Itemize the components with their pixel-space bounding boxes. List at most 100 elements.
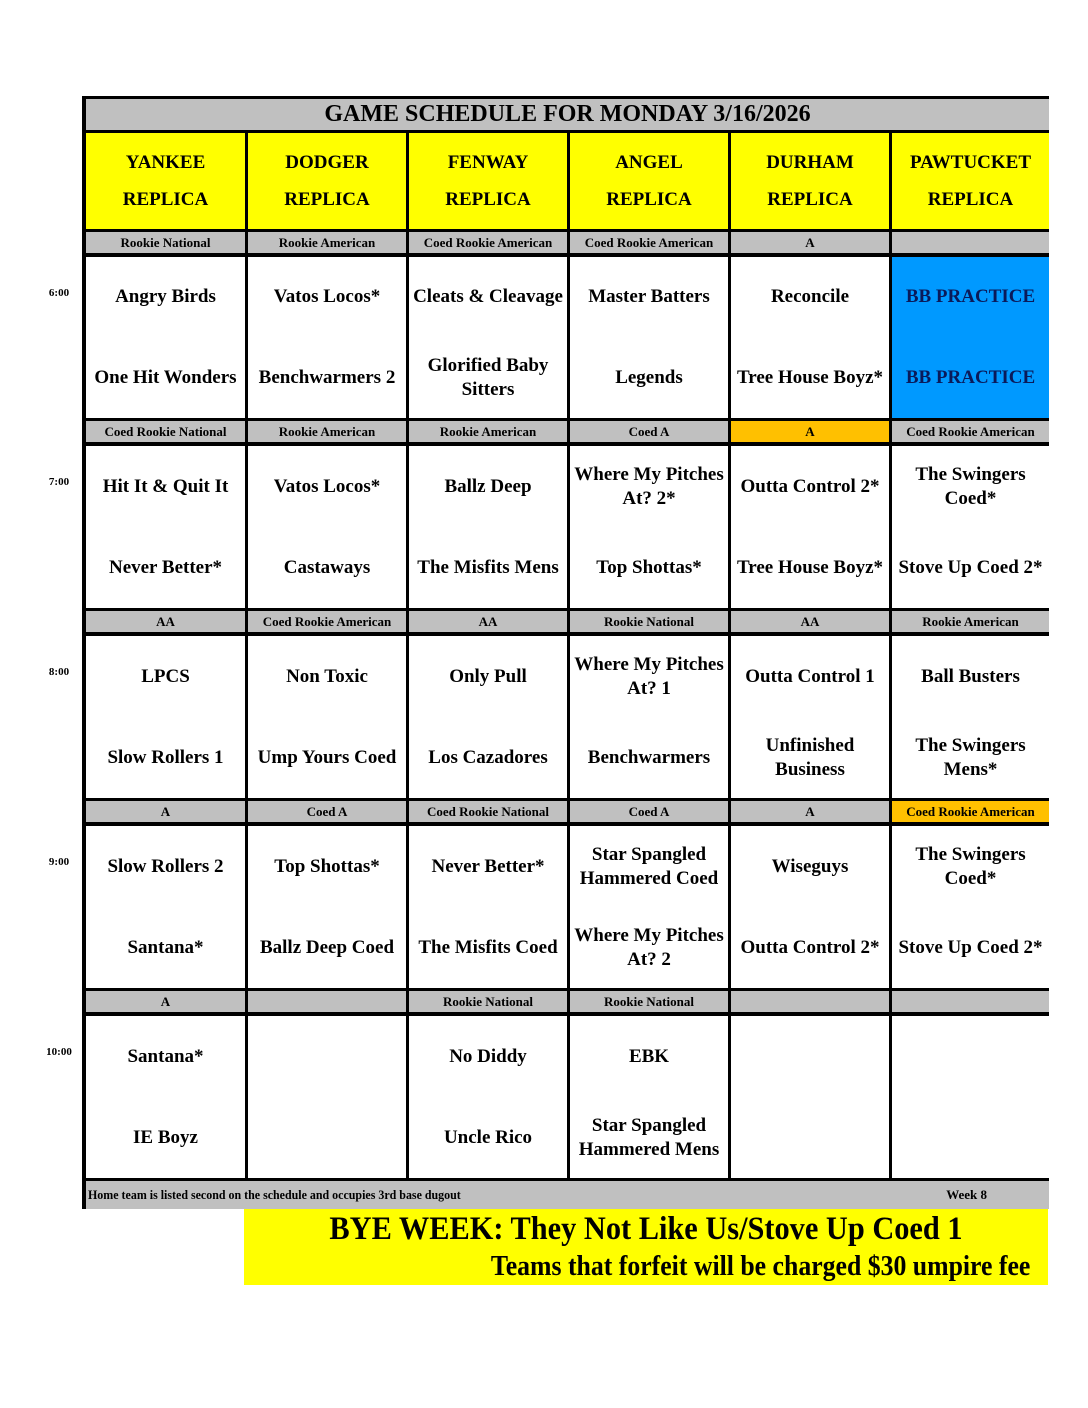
division-label <box>892 232 1049 253</box>
away-team: Master Batters <box>588 286 710 308</box>
page-title: GAME SCHEDULE FOR MONDAY 3/16/2026 <box>86 99 1049 130</box>
division-label: Coed Rookie American <box>570 232 728 253</box>
time-label: 6:00 <box>48 287 70 299</box>
away-team: Ballz Deep <box>444 475 532 497</box>
away-team: Outta Control 2* <box>740 475 880 497</box>
home-team: The Swingers Mens* <box>915 734 1026 780</box>
venue-name-line1: PAWTUCKET <box>909 152 1032 173</box>
away-team: Cleats & Cleavage <box>413 286 563 308</box>
game-cell: Slow Rollers 2 Santana* <box>86 826 245 988</box>
home-team: Tree House Boyz* <box>737 556 883 578</box>
away-team: Reconcile <box>770 286 850 308</box>
away-team: No Diddy <box>449 1045 527 1067</box>
division-label: A <box>731 232 889 253</box>
away-team: The Swingers Coed* <box>915 843 1026 889</box>
game-cell: Star Spangled Hammered Coed Where My Pitc… <box>570 826 728 988</box>
game-cell: EBK Star Spangled Hammered Mens <box>570 1016 728 1178</box>
away-team: Hit It & Quit It <box>102 475 229 497</box>
game-cell: The Swingers Coed* Stove Up Coed 2* <box>892 446 1049 608</box>
time-label: 10:00 <box>46 1046 72 1058</box>
away-team: Top Shottas* <box>274 855 380 877</box>
home-team: Stove Up Coed 2* <box>898 556 1043 578</box>
game-cell: No Diddy Uncle Rico <box>409 1016 567 1178</box>
home-team: Top Shottas* <box>596 556 702 578</box>
division-label: Rookie American <box>892 611 1049 632</box>
home-team: Outta Control 2* <box>740 936 880 958</box>
away-team <box>969 1016 973 1097</box>
away-team: Vatos Locos* <box>273 286 381 308</box>
away-team: Slow Rollers 2 <box>107 855 224 877</box>
division-label: Rookie National <box>570 991 728 1012</box>
game-cell: Where My Pitches At? 1 Benchwarmers <box>570 636 728 798</box>
game-cell: Santana* IE Boyz <box>86 1016 245 1178</box>
home-team: The Misfits Coed <box>418 936 558 958</box>
home-team: One Hit Wonders <box>94 366 237 388</box>
away-team: Vatos Locos* <box>273 475 381 497</box>
game-cell: Ball Busters The Swingers Mens* <box>892 636 1049 798</box>
division-label: Coed Rookie National <box>86 421 245 442</box>
home-team: Benchwarmers 2 <box>258 366 396 388</box>
division-label: Coed Rookie American <box>409 232 567 253</box>
division-label: Rookie American <box>248 232 406 253</box>
forfeit-notice: Teams that forfeit will be charged $30 u… <box>490 1251 1030 1282</box>
away-team: EBK <box>628 1045 670 1067</box>
division-label: Rookie National <box>86 232 245 253</box>
division-label: Rookie National <box>570 611 728 632</box>
venue-header: PAWTUCKET REPLICA <box>892 133 1049 229</box>
venue-header: YANKEE REPLICA <box>86 133 245 229</box>
home-team <box>969 1097 973 1178</box>
away-team: Where My Pitches At? 2* <box>574 463 724 509</box>
home-team: Los Cazadores <box>428 746 548 768</box>
game-cell: LPCS Slow Rollers 1 <box>86 636 245 798</box>
venue-name-line1: FENWAY <box>447 152 529 173</box>
division-label: Coed Rookie American <box>892 421 1049 442</box>
game-cell: Reconcile Tree House Boyz* <box>731 257 889 418</box>
home-team: Never Better* <box>108 556 223 578</box>
game-cell: The Swingers Coed* Stove Up Coed 2* <box>892 826 1049 988</box>
away-team: LPCS <box>141 665 190 687</box>
away-team: Ball Busters <box>921 665 1020 687</box>
away-team <box>808 1016 812 1097</box>
away-team: Outta Control 1 <box>745 665 875 687</box>
home-team <box>325 1097 329 1178</box>
away-team: Angry Birds <box>115 286 216 308</box>
game-cell <box>248 1016 406 1178</box>
game-cell: Vatos Locos* Benchwarmers 2 <box>248 257 406 418</box>
away-team: The Swingers Coed* <box>915 463 1026 509</box>
game-cell: Where My Pitches At? 2* Top Shottas* <box>570 446 728 608</box>
venue-name-line1: DODGER <box>285 152 369 173</box>
division-label <box>248 991 406 1012</box>
home-team: Santana* <box>127 936 204 958</box>
game-cell: Wiseguys Outta Control 2* <box>731 826 889 988</box>
game-cell <box>731 1016 889 1178</box>
game-cell: Hit It & Quit It Never Better* <box>86 446 245 608</box>
week-label: Week 8 <box>946 1187 987 1202</box>
game-cell: Vatos Locos* Castaways <box>248 446 406 608</box>
time-label: 7:00 <box>48 476 70 488</box>
away-team: Star Spangled Hammered Coed <box>579 843 719 889</box>
away-team: Non Toxic <box>286 665 368 687</box>
division-label: A <box>86 801 245 822</box>
home-team: Slow Rollers 1 <box>107 746 224 768</box>
division-label: Coed A <box>570 421 728 442</box>
home-team: Uncle Rico <box>443 1126 533 1148</box>
division-label: AA <box>86 611 245 632</box>
time-label: 8:00 <box>48 666 70 678</box>
home-team: Ballz Deep Coed <box>259 936 395 958</box>
division-label: Rookie National <box>409 991 567 1012</box>
division-label <box>731 991 889 1012</box>
home-team: Legends <box>615 366 683 388</box>
division-label: AA <box>409 611 567 632</box>
game-cell: Cleats & Cleavage Glorified Baby Sitters <box>409 257 567 418</box>
venue-name-line1: DURHAM <box>766 152 854 173</box>
venue-name-line1: ANGEL <box>615 152 683 173</box>
home-team-note: Home team is listed second on the schedu… <box>88 1187 461 1202</box>
away-team: Where My Pitches At? 1 <box>574 653 724 699</box>
game-cell <box>892 1016 1049 1178</box>
home-team: Stove Up Coed 2* <box>898 936 1043 958</box>
away-team: Santana* <box>127 1045 204 1067</box>
division-label: AA <box>731 611 889 632</box>
venue-name-line1: YANKEE <box>125 152 206 173</box>
away-team: Only Pull <box>449 665 527 687</box>
